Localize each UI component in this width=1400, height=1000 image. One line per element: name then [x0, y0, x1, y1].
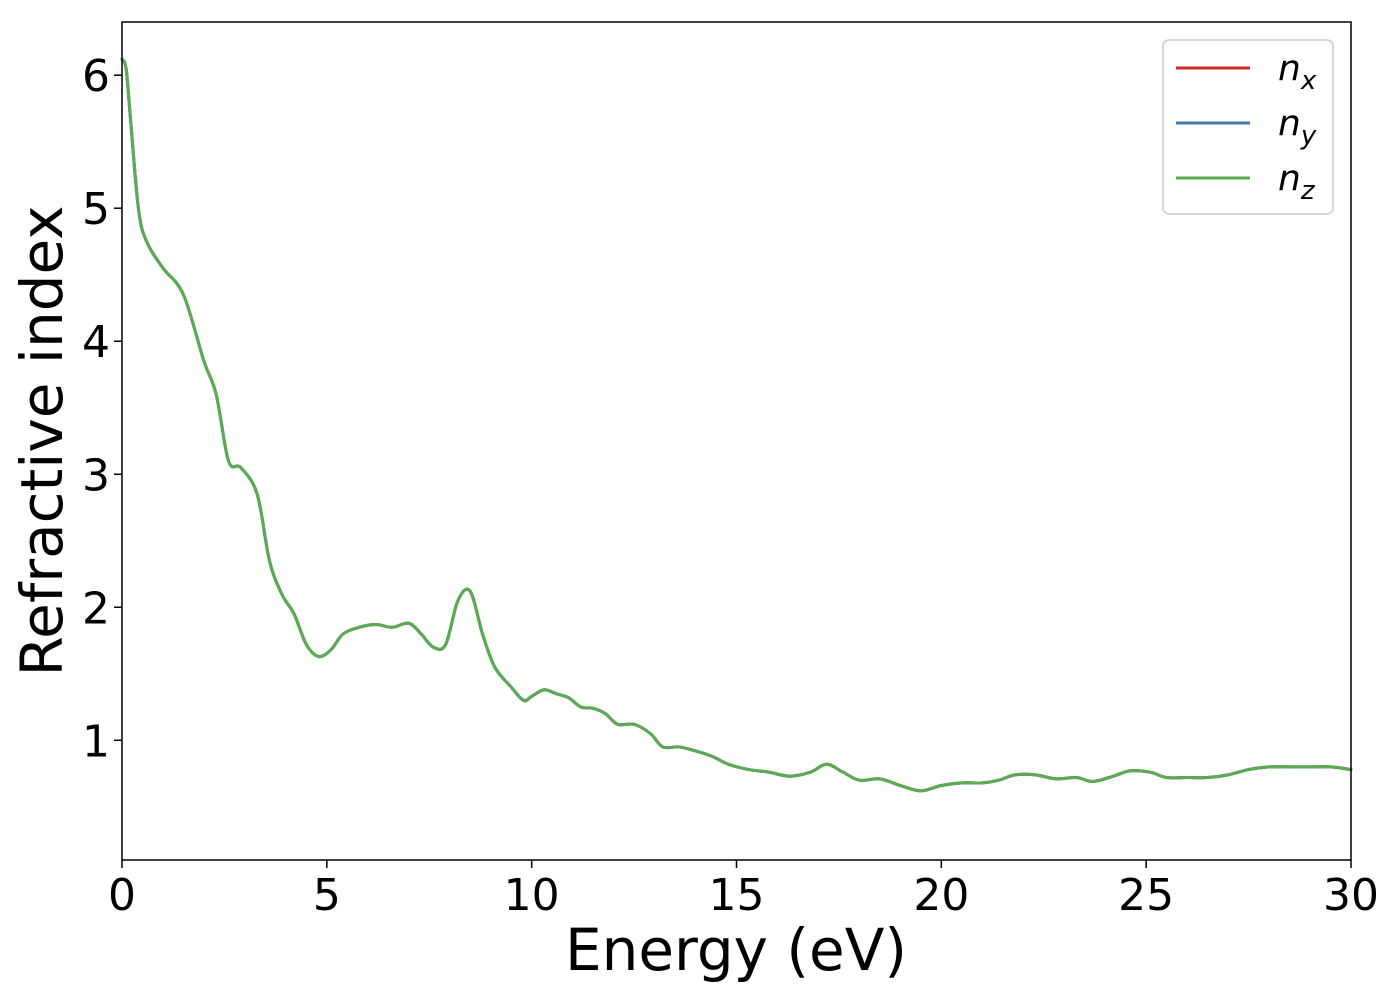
legend-label-subscript: z — [1300, 176, 1316, 206]
x-axis-ticks: 0 5 10 15 20 25 30 — [108, 860, 1379, 921]
legend-label-z: nz — [1278, 158, 1316, 206]
x-axis-label: Energy (eV) — [565, 916, 907, 984]
legend-box — [1162, 39, 1334, 215]
legend-label-subscript: x — [1300, 66, 1317, 96]
y-tick-label: 1 — [82, 716, 110, 767]
legend-label-base: n — [1278, 103, 1301, 144]
x-tick-label: 0 — [108, 870, 136, 921]
series-layer — [120, 57, 1353, 793]
legend-label-x: nx — [1278, 48, 1317, 96]
x-tick-label: 10 — [504, 870, 560, 921]
y-tick-label: 6 — [82, 51, 110, 102]
x-tick-label: 15 — [709, 870, 765, 921]
y-tick-label: 4 — [82, 317, 110, 368]
legend-label-y: ny — [1278, 103, 1317, 151]
legend-label-subscript: y — [1300, 121, 1317, 151]
x-tick-label: 30 — [1323, 870, 1379, 921]
x-tick-label: 5 — [313, 870, 341, 921]
legend-label-base: n — [1278, 48, 1301, 89]
y-axis-ticks: 1 2 3 4 5 6 — [82, 51, 122, 767]
legend-label-base: n — [1278, 158, 1301, 199]
x-tick-label: 25 — [1118, 870, 1174, 921]
y-tick-label: 3 — [82, 450, 110, 501]
series-line-z — [120, 57, 1353, 793]
x-tick-label: 20 — [913, 870, 969, 921]
y-tick-label: 5 — [82, 184, 110, 235]
y-axis-label: Refractive index — [8, 205, 76, 676]
y-tick-label: 2 — [82, 583, 110, 634]
